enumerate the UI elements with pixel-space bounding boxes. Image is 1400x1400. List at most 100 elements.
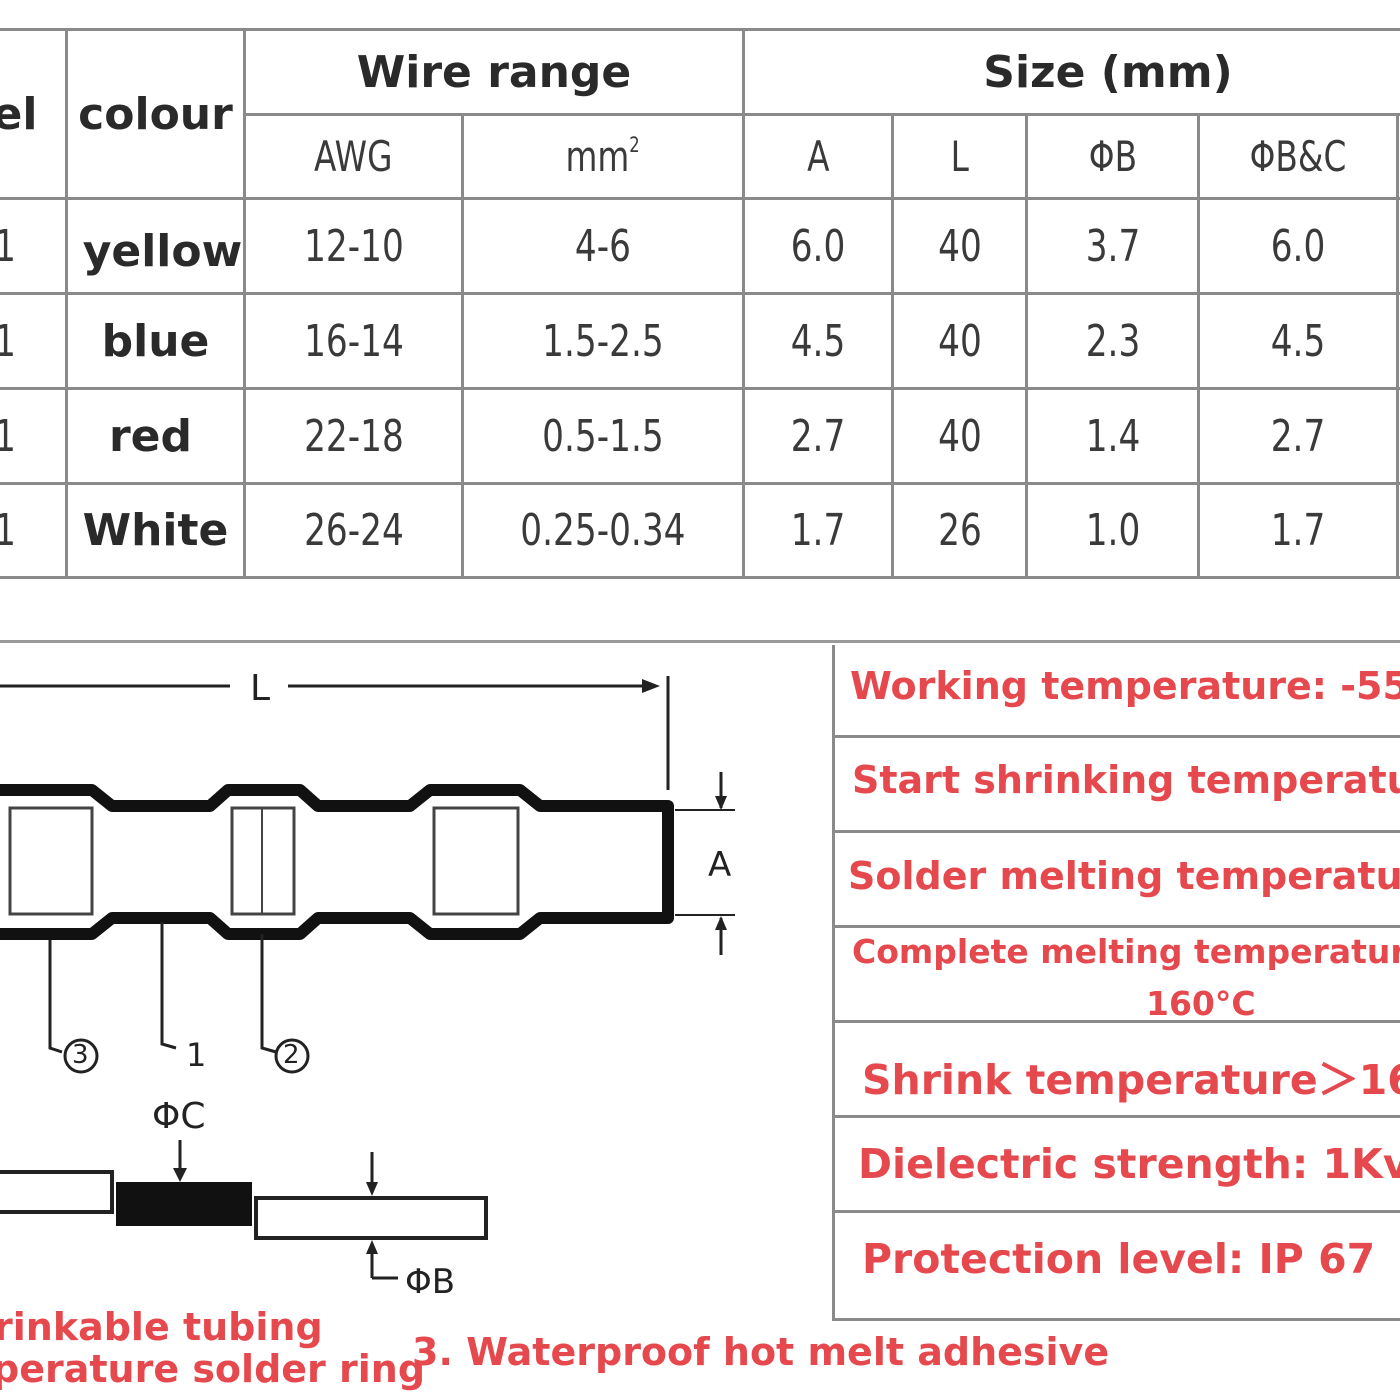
header-phi-b: ΦB	[1088, 132, 1137, 181]
cell-phi-bc-wrap: 6.0	[1200, 200, 1396, 292]
cell-phi-bc-wrap: 2.7	[1200, 390, 1396, 482]
cell-l: 40	[937, 410, 982, 462]
cell-awg: 26-24	[303, 505, 404, 556]
callout-1: 1	[186, 1036, 207, 1074]
header-a: A	[806, 132, 830, 181]
cell-model: 1	[0, 485, 25, 576]
cell-phi-bc: 2.7	[1270, 410, 1326, 462]
spec-protection-level: Protection level: IP 67	[862, 1235, 1376, 1283]
arrow-down-icon	[715, 796, 727, 810]
cell-a: 6.0	[790, 220, 846, 272]
table-rule	[1197, 113, 1200, 579]
label-phi-c: ΦC	[152, 1096, 206, 1137]
cell-phi-bc-wrap: 1.7	[1200, 485, 1396, 576]
table-rule	[243, 28, 246, 579]
spec-box-border	[832, 645, 835, 1320]
header-a-cell: A	[745, 116, 891, 197]
caption-hot-melt-adhesive: 3. Waterproof hot melt adhesive	[412, 1330, 1110, 1374]
spec-working-temperature: Working temperature: -55°C	[850, 664, 1400, 708]
header-size: Size (mm)	[983, 46, 1233, 98]
cell-awg-wrap: 26-24	[246, 485, 461, 576]
header-mm2: mm2	[566, 132, 640, 181]
arrow-down-icon	[173, 1168, 187, 1182]
section-divider	[0, 640, 1400, 643]
cell-model: 1	[0, 390, 25, 482]
table-rule	[1025, 113, 1028, 579]
heat-shrink-tube-outline	[0, 784, 674, 940]
header-phi-bc-cell: ΦB&C	[1200, 116, 1396, 197]
wire-left	[0, 1170, 114, 1214]
spec-row-divider	[832, 925, 1400, 928]
header-l-cell: L	[894, 116, 1025, 197]
arrow-up-icon	[366, 1240, 378, 1254]
connector-diagram	[0, 676, 735, 1280]
table-rule	[0, 292, 1400, 295]
spec-row-divider	[832, 830, 1400, 833]
callout-3: 3	[72, 1040, 89, 1070]
label-a: A	[708, 845, 732, 885]
callout-circle-2	[274, 1038, 310, 1074]
cell-awg: 22-18	[303, 410, 404, 462]
cell-l: 26	[937, 505, 982, 556]
cell-phi-bc: 1.7	[1270, 505, 1326, 556]
cell-l: 40	[937, 315, 982, 367]
table-rule	[65, 28, 68, 579]
cell-mm2: 0.25-0.34	[520, 505, 686, 556]
sealing-ring-left	[8, 806, 94, 916]
cell-mm2-wrap: 4-6	[464, 200, 742, 292]
cell-l-wrap: 40	[894, 390, 1025, 482]
table-rule	[0, 387, 1400, 390]
cell-phi-b-wrap: 1.4	[1028, 390, 1197, 482]
cell-a-wrap: 6.0	[745, 200, 891, 292]
cell-mm2-wrap: 0.25-0.34	[464, 485, 742, 576]
cell-a: 2.7	[790, 410, 846, 462]
header-wire-range: Wire range	[356, 46, 632, 98]
cell-awg: 12-10	[303, 220, 404, 272]
cell-a-wrap: 1.7	[745, 485, 891, 576]
cell-phi-b: 1.0	[1085, 505, 1140, 556]
spec-row-divider	[832, 1020, 1400, 1023]
cell-phi-b: 2.3	[1085, 315, 1140, 367]
sealing-ring-right	[432, 806, 520, 916]
solder-core	[116, 1182, 252, 1226]
header-mm2-unit: mm	[565, 132, 630, 181]
header-mm2-superscript: 2	[629, 133, 641, 158]
cell-mm2: 0.5-1.5	[542, 410, 664, 462]
arrow-up-icon	[715, 916, 727, 930]
callout-2: 2	[283, 1040, 300, 1070]
cell-l-wrap: 40	[894, 295, 1025, 387]
table-rule	[1396, 113, 1399, 579]
cell-a-wrap: 2.7	[745, 390, 891, 482]
leader-line-2	[260, 934, 277, 1054]
cell-a: 1.7	[790, 505, 846, 556]
cell-awg-wrap: 16-14	[246, 295, 461, 387]
arrow-down-icon	[366, 1182, 378, 1196]
cell-colour: yellow	[82, 225, 243, 277]
cell-awg: 16-14	[303, 315, 404, 367]
cell-phi-b-wrap: 2.3	[1028, 295, 1197, 387]
callout-circle-3	[63, 1038, 99, 1074]
cell-phi-b: 1.4	[1085, 410, 1140, 462]
cell-l-wrap: 40	[894, 200, 1025, 292]
header-l: L	[950, 132, 969, 181]
header-awg: AWG	[314, 132, 393, 181]
leader-line-1	[160, 922, 177, 1050]
cell-model: 1	[0, 295, 25, 387]
cell-model: 1	[0, 200, 25, 292]
cell-a-wrap: 4.5	[745, 295, 891, 387]
table-rule	[742, 28, 745, 579]
cell-phi-bc-wrap: 4.5	[1200, 295, 1396, 387]
cell-a: 4.5	[790, 315, 846, 367]
table-rule	[0, 28, 1400, 31]
cell-mm2: 1.5-2.5	[542, 315, 664, 367]
label-l: L	[250, 668, 271, 709]
header-awg-cell: AWG	[246, 116, 461, 197]
header-phi-bc: ΦB&C	[1249, 132, 1347, 181]
cell-phi-b-wrap: 3.7	[1028, 200, 1197, 292]
cell-l-wrap: 26	[894, 485, 1025, 576]
header-colour: colour	[78, 88, 233, 140]
spec-dielectric-strength: Dielectric strength: 1Kv	[858, 1140, 1400, 1188]
spec-solder-melting: Solder melting temperature	[848, 854, 1400, 898]
spec-row-divider	[832, 1318, 1400, 1321]
cell-phi-bc: 6.0	[1270, 220, 1326, 272]
